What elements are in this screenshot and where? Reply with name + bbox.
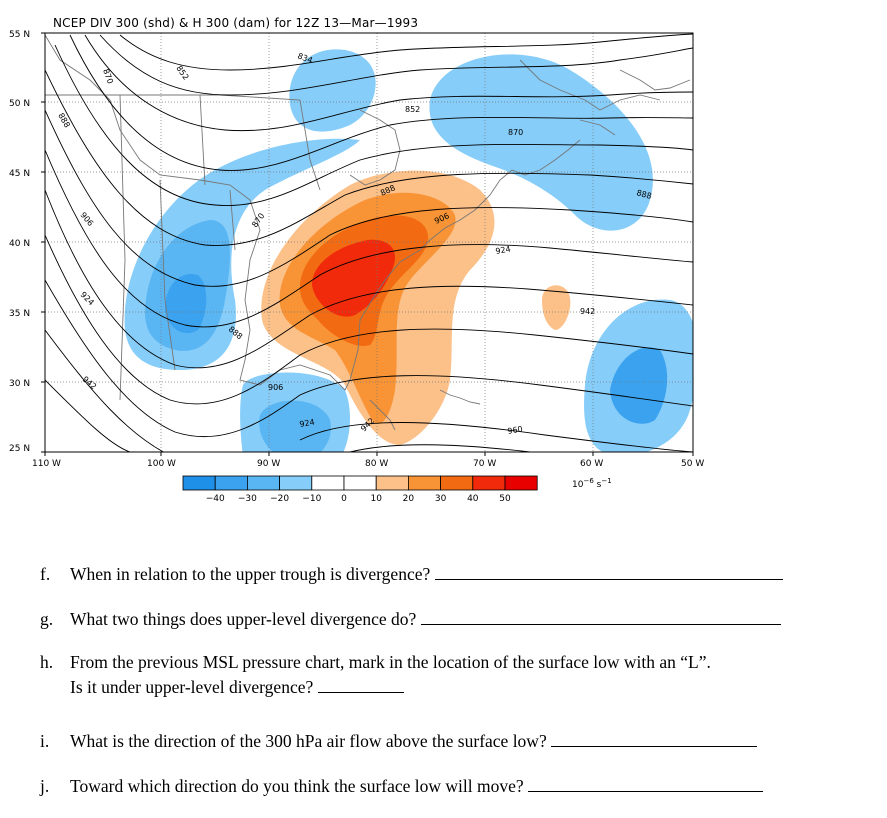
question-letter: h. xyxy=(40,652,54,672)
colorbar-swatch xyxy=(311,475,345,491)
answer-blank-i[interactable] xyxy=(551,728,758,747)
lat-lon-grid xyxy=(45,33,693,452)
question-g: g. What two things does upper-level diver… xyxy=(40,606,781,631)
convergence-area-north xyxy=(289,49,376,132)
lon-label: 100 W xyxy=(147,459,176,469)
divergence-core xyxy=(312,239,395,317)
answer-blank-f[interactable] xyxy=(434,561,783,580)
lon-label: 50 W xyxy=(681,459,704,469)
colorbar-swatch xyxy=(504,475,538,491)
latitude-labels: 55 N 50 N 45 N 40 N 35 N 30 N 25 N xyxy=(9,30,30,454)
colorbar-tick-label: −30 xyxy=(238,494,257,504)
lat-label: 30 N xyxy=(9,379,30,389)
coastlines xyxy=(45,34,691,431)
lat-label: 25 N xyxy=(9,444,30,454)
question-letter: f. xyxy=(40,564,51,584)
lat-label: 50 N xyxy=(9,99,30,109)
contour-label: 852 xyxy=(405,105,420,114)
weather-map: 870 852 834 888 906 924 942 960 852 870 … xyxy=(9,30,704,504)
question-text: From the previous MSL pressure chart, ma… xyxy=(70,652,711,672)
question-j: j. Toward which direction do you think th… xyxy=(40,773,764,798)
lon-label: 70 W xyxy=(473,459,496,469)
contour-label: 960 xyxy=(507,424,524,436)
question-text: What is the direction of the 300 hPa air… xyxy=(70,731,552,751)
question-text: Toward which direction do you think the … xyxy=(70,776,529,796)
question-letter: i. xyxy=(40,731,50,751)
convergence-core-gulf xyxy=(259,400,331,452)
colorbar-tick-label: −10 xyxy=(302,494,321,504)
answer-blank-h[interactable] xyxy=(317,674,404,693)
question-letter: g. xyxy=(40,609,54,629)
colorbar-swatch xyxy=(440,475,474,491)
colorbar: −40 −30 −20 −10 0 10 20 30 40 50 xyxy=(182,475,538,504)
divergence-shading xyxy=(124,49,693,452)
map-title: NCEP DIV 300 (shd) & H 300 (dam) for 12Z… xyxy=(53,16,419,30)
contour-label: 924 xyxy=(299,417,316,429)
lat-label: 35 N xyxy=(9,309,30,319)
contour-label: 870 xyxy=(508,128,523,137)
colorbar-tick-label: 40 xyxy=(467,494,479,504)
convergence-core-west-inner xyxy=(165,274,207,334)
contour-label: 924 xyxy=(495,244,512,256)
colorbar-tick-label: −40 xyxy=(206,494,225,504)
question-text: What two things does upper-level diverge… xyxy=(70,609,421,629)
colorbar-swatch xyxy=(343,475,377,491)
contour-label: 942 xyxy=(580,307,595,316)
lon-label: 60 W xyxy=(580,459,603,469)
colorbar-tick-label: 10 xyxy=(370,494,382,504)
longitude-labels: 110 W 100 W 90 W 80 W 70 W 60 W 50 W xyxy=(32,459,704,469)
question-f: f. When in relation to the upper trough i… xyxy=(40,561,783,586)
lon-label: 110 W xyxy=(32,459,61,469)
contour-label: 888 xyxy=(635,188,652,201)
contour-label: 906 xyxy=(268,383,283,392)
convergence-core-southeast xyxy=(610,347,668,424)
colorbar-tick-label: 20 xyxy=(403,494,415,504)
colorbar-tick-label: −20 xyxy=(270,494,289,504)
height-contours xyxy=(45,33,693,452)
lat-label: 55 N xyxy=(9,30,30,40)
question-text: When in relation to the upper trough is … xyxy=(70,564,435,584)
colorbar-swatch xyxy=(182,475,216,491)
lon-label: 80 W xyxy=(365,459,388,469)
colorbar-swatch xyxy=(214,475,248,491)
axis-ticks xyxy=(41,32,694,456)
convergence-area-northeast xyxy=(429,54,653,231)
colorbar-unit: 10−6 s−1 xyxy=(572,477,612,490)
colorbar-tick-label: 50 xyxy=(499,494,511,504)
colorbar-tick-label: 30 xyxy=(435,494,447,504)
divergence-small-atlantic xyxy=(542,285,571,330)
lat-label: 40 N xyxy=(9,239,30,249)
colorbar-swatch xyxy=(472,475,506,491)
question-h: h. From the previous MSL pressure chart, … xyxy=(40,651,711,699)
colorbar-swatch xyxy=(246,475,280,491)
colorbar-tick-label: 0 xyxy=(341,494,347,504)
question-i: i. What is the direction of the 300 hPa a… xyxy=(40,728,758,753)
colorbar-swatch xyxy=(375,475,409,491)
answer-blank-g[interactable] xyxy=(420,606,781,625)
question-text-continued: Is it under upper-level divergence? xyxy=(70,677,318,697)
question-letter: j. xyxy=(40,776,50,796)
lon-label: 90 W xyxy=(257,459,280,469)
answer-blank-j[interactable] xyxy=(528,773,764,792)
lat-label: 45 N xyxy=(9,169,30,179)
colorbar-swatch xyxy=(279,475,313,491)
colorbar-swatch xyxy=(407,475,441,491)
